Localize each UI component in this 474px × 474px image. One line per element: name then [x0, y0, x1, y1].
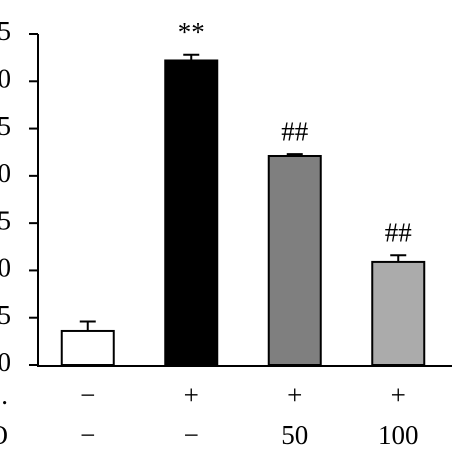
- treatment-label: +: [287, 380, 302, 410]
- y-tick-label: 0: [0, 63, 11, 93]
- treatment-label: −: [80, 420, 95, 450]
- y-tick-label: 5: [0, 300, 11, 330]
- treatment-label: +: [391, 380, 406, 410]
- significance-label: ##: [385, 218, 413, 248]
- significance-label: **: [178, 17, 205, 47]
- bar: [164, 59, 219, 366]
- treatment-label: −: [80, 380, 95, 410]
- treatment-label: −: [184, 420, 199, 450]
- row-label: .: [1, 380, 8, 410]
- y-tick-label: 0: [0, 347, 11, 377]
- y-tick-label: 0: [0, 158, 11, 188]
- y-tick-label: 0: [0, 253, 11, 283]
- treatment-label: 50: [281, 420, 308, 450]
- treatment-label: +: [184, 380, 199, 410]
- bar: [267, 154, 322, 366]
- row-label: O: [0, 420, 8, 450]
- y-tick-label: 5: [0, 16, 11, 46]
- bar: [371, 260, 426, 366]
- bar: [60, 329, 115, 366]
- significance-label: ##: [281, 116, 309, 146]
- y-tick-label: 5: [0, 111, 11, 141]
- y-tick-label: 5: [0, 205, 11, 235]
- treatment-label: 100: [378, 420, 419, 450]
